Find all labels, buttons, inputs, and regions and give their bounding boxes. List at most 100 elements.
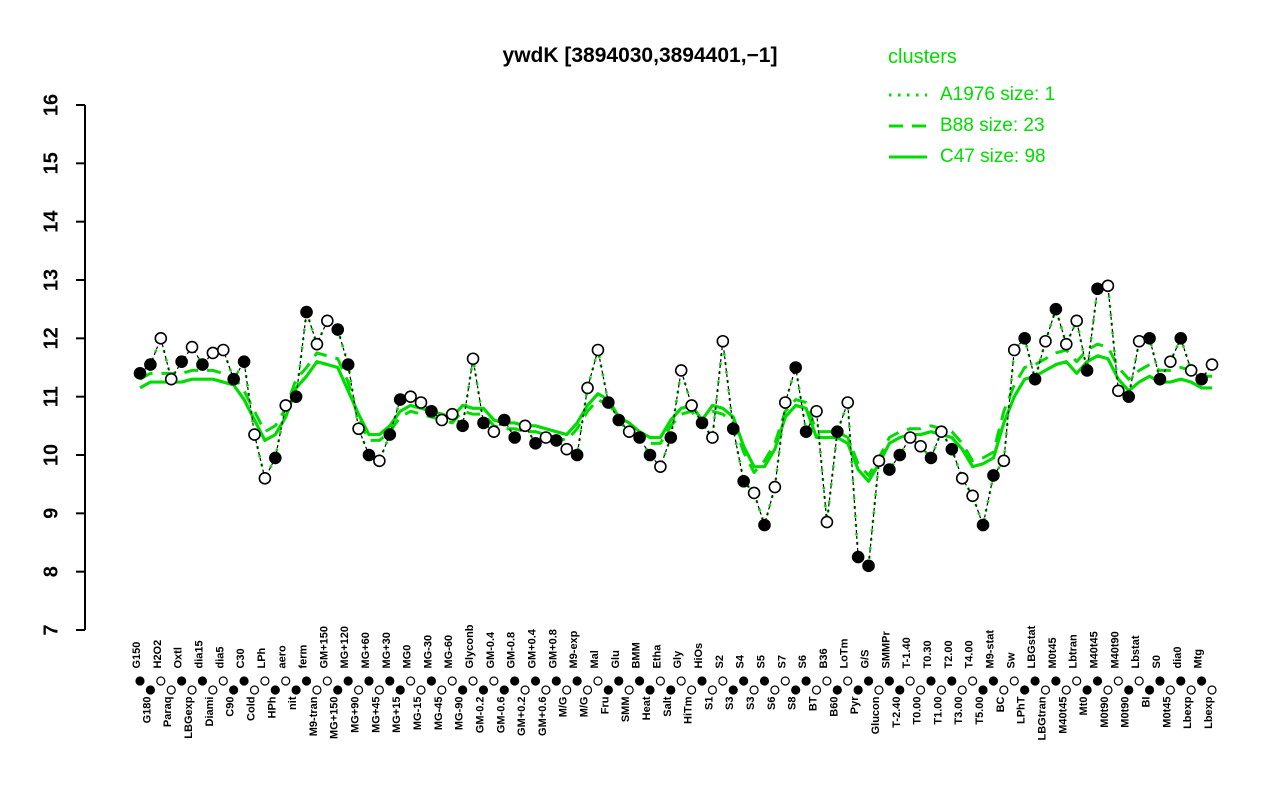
gene-point-filled (1195, 372, 1208, 386)
condition-label: LoTm (839, 638, 851, 668)
condition-marker-dot (1124, 685, 1134, 695)
condition-marker-dot (582, 685, 593, 695)
condition-label: T1.00 (932, 697, 944, 725)
gene-point-filled (643, 448, 657, 462)
condition-marker-dot (853, 685, 863, 695)
condition-label: G180 (141, 697, 153, 724)
condition-label: Lbstat (1130, 635, 1142, 668)
condition-label: dia0 (1172, 646, 1184, 668)
gene-point-markers (133, 279, 1219, 573)
gene-point-filled (497, 413, 511, 427)
gene-point-open (778, 396, 792, 409)
condition-label: Lbexp (1203, 696, 1215, 729)
y-tick-label: 15 (40, 152, 62, 174)
condition-label: M/G (558, 697, 570, 718)
gene-point-open (1184, 364, 1198, 377)
gene-point-filled (987, 469, 1000, 482)
condition-label: M40t90 (1109, 631, 1121, 668)
condition-marker-dot (572, 676, 582, 686)
condition-label: T-1.40 (901, 637, 913, 668)
condition-label: Lbexp (1182, 696, 1194, 729)
gene-point-filled (612, 413, 626, 427)
condition-marker-dot (166, 685, 176, 695)
condition-marker-dot (687, 685, 697, 695)
condition-marker-dot (978, 685, 988, 695)
condition-marker-dot (1186, 685, 1196, 695)
gene-point-filled (726, 422, 740, 436)
gene-point-open (685, 399, 698, 412)
condition-label: GM+0.6 (537, 697, 549, 736)
condition-label: Paraq (162, 697, 174, 728)
condition-marker-dot (1113, 676, 1123, 686)
condition-marker-dot (426, 676, 437, 686)
gene-point-filled (477, 416, 490, 430)
condition-marker-dot (364, 676, 374, 686)
gene-point-open (706, 431, 719, 444)
condition-marker-dot (135, 676, 145, 686)
condition-label: MG-30 (422, 635, 434, 669)
condition-marker-dot (510, 676, 520, 686)
condition-marker-dot (728, 685, 738, 695)
condition-label: MG-60 (443, 635, 455, 669)
cluster-line-A1976 (139, 284, 1214, 568)
condition-label: LPhT (1016, 696, 1028, 724)
condition-marker-dot (645, 685, 655, 695)
condition-marker-dot (1009, 676, 1019, 686)
condition-label: MG-45 (433, 697, 445, 731)
condition-marker-dot (385, 676, 395, 686)
condition-label: MG+90 (350, 697, 362, 733)
condition-marker-strip (135, 676, 1217, 695)
gene-point-filled (1080, 364, 1094, 377)
condition-label: M0t90 (1099, 697, 1111, 728)
y-tick-label: 12 (40, 327, 62, 349)
condition-label: M9-exp (568, 630, 580, 668)
y-tick-label: 8 (40, 566, 62, 577)
condition-label: ferm (298, 644, 310, 668)
y-axis: 7 8 9 10 11 12 13 14 15 16 (40, 94, 86, 636)
gene-point-filled (289, 390, 303, 403)
condition-label: HPh (266, 696, 278, 718)
condition-marker-dot (343, 676, 353, 686)
condition-label: Heat (641, 696, 653, 720)
condition-marker-dot (1103, 685, 1113, 695)
condition-label: S3 (745, 697, 757, 710)
condition-marker-dot (1051, 676, 1061, 686)
gene-point-filled (269, 451, 282, 465)
gene-point-open (1132, 334, 1146, 348)
condition-marker-dot (1030, 676, 1040, 686)
condition-label: S2 (714, 655, 726, 668)
cluster-line-B88 (139, 342, 1212, 477)
gene-point-open (466, 352, 480, 366)
condition-label: GM+150 (318, 626, 330, 669)
condition-label: LBGexp (183, 696, 195, 738)
gene-point-filled (393, 393, 407, 406)
condition-marker-dot (353, 685, 364, 695)
condition-marker-dot (145, 685, 156, 695)
condition-marker-dot (270, 685, 280, 695)
condition-marker-dot (291, 685, 301, 695)
cluster-line-C47 (139, 354, 1212, 483)
condition-marker-dot (614, 676, 624, 686)
condition-marker-dot (843, 676, 853, 686)
condition-marker-dot (739, 676, 749, 686)
gene-point-filled (1018, 332, 1031, 345)
y-tick-label: 11 (40, 386, 62, 407)
condition-marker-dot (530, 676, 541, 686)
legend-heading: clusters (888, 46, 957, 68)
gene-point-filled (862, 559, 875, 573)
condition-marker-dot (562, 685, 572, 695)
condition-label: LBGtran (1036, 696, 1048, 740)
gene-point-open (966, 489, 979, 503)
legend-entries: A1976 size: 1 B88 size: 23 C47 size: 98 (888, 79, 1055, 172)
gene-point-open (164, 372, 178, 386)
gene-point-open (373, 454, 386, 468)
condition-label: S0 (1151, 655, 1163, 668)
condition-marker-dot (801, 676, 811, 686)
condition-label: S5 (755, 655, 767, 668)
legend-entry: B88 size: 23 (888, 110, 1055, 141)
condition-marker-dot (874, 685, 884, 695)
gene-point-open (872, 454, 886, 468)
condition-marker-dot (260, 676, 270, 686)
gene-point-open (1164, 355, 1177, 368)
gene-point-open (914, 439, 927, 453)
